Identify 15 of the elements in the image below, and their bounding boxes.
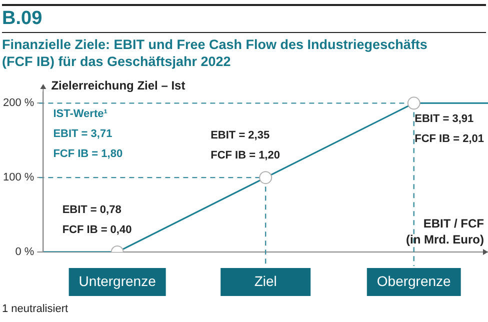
annotation: IST-Werte¹ EBIT = 3,71 FCF IB = 1,80: [53, 108, 123, 160]
y-axis-title: Zielerreichung Ziel – Ist: [51, 78, 186, 92]
text: 1 neutralisiert: [2, 303, 68, 315]
x-axis-title: EBIT / FCF (in Mrd. Euro): [406, 216, 484, 246]
annotation: EBIT = 0,78 FCF IB = 0,40: [62, 204, 132, 236]
annotation: EBIT = 2,35 FCF IB = 1,20: [210, 130, 280, 162]
annotation: EBIT = 3,91 FCF IB = 2,01: [414, 113, 484, 146]
y-tick-label: 0 %: [15, 246, 34, 258]
y-tick-label: 200 %: [2, 97, 34, 110]
chart-subtitle: Finanzielle Ziele: EBIT und Free Cash Flow des Industriegeschäfts (FCF IB) für das Geschäftsjahr 2022: [2, 36, 428, 70]
x-tick-label: Obergrenze: [376, 272, 452, 289]
x-tick-label: Ziel: [254, 272, 277, 289]
x-tick-label: Untergrenze: [78, 272, 156, 289]
y-tick-label: 100 %: [2, 172, 34, 184]
chart-title: B.09: [2, 4, 486, 33]
